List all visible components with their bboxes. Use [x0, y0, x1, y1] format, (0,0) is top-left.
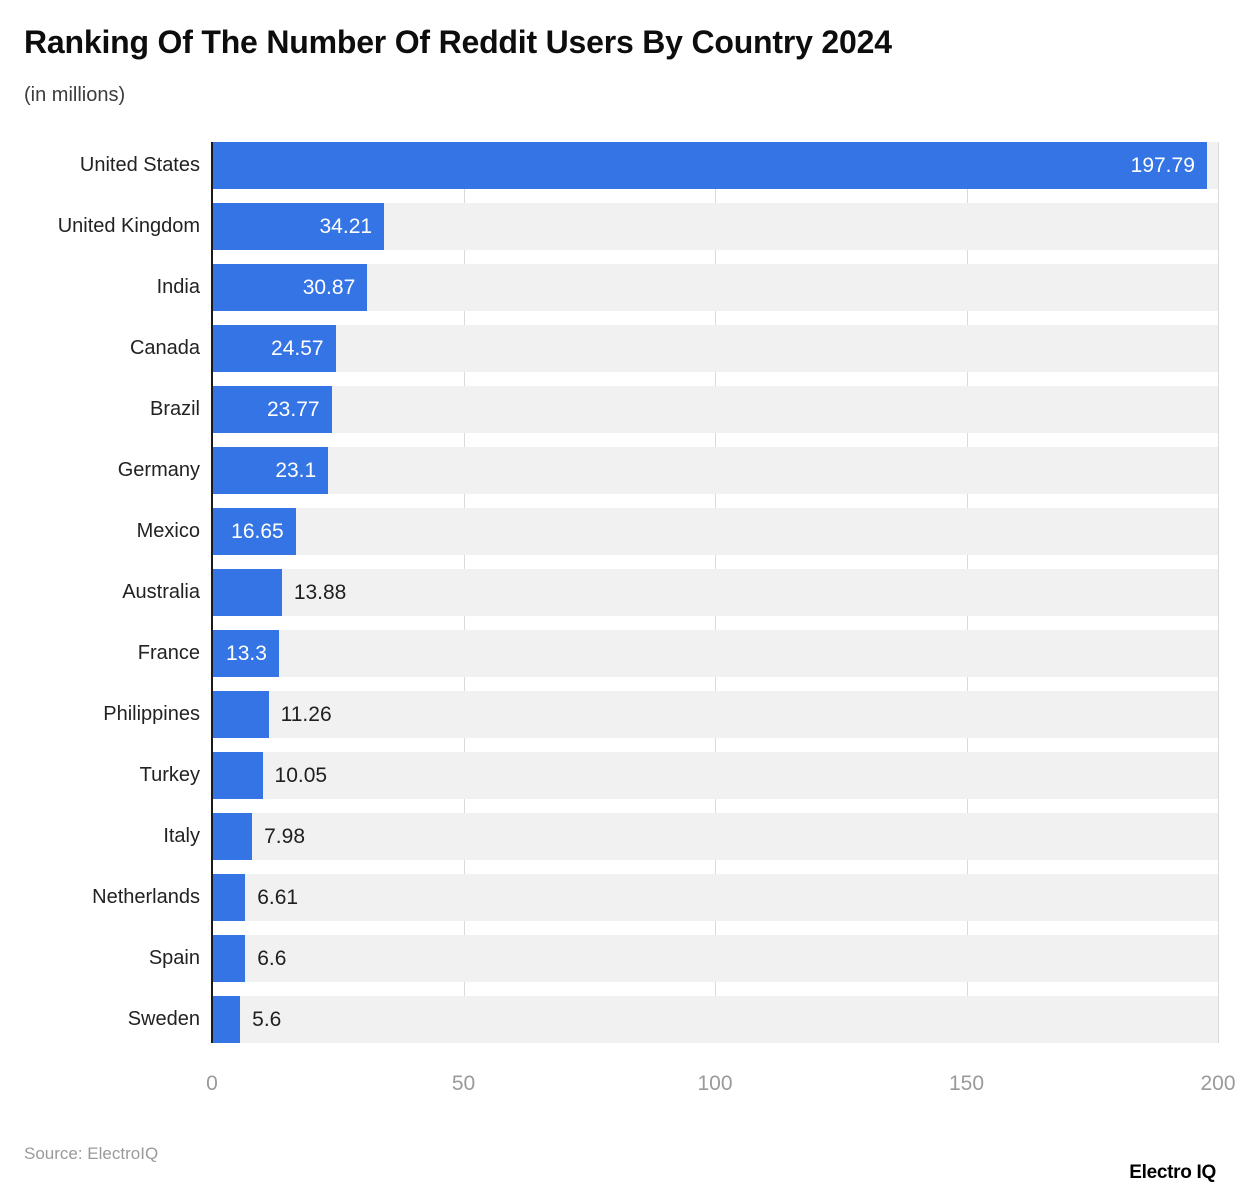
brand-logo: Electro IQ [1129, 1162, 1216, 1183]
chart-plot: 197.79 34.21 30.87 24.57 23.77 23.1 16.65 13.88… [0, 142, 1240, 1043]
category-label: Australia [122, 581, 200, 603]
bar-track [212, 813, 1218, 860]
bar-value-label: 6.61 [257, 886, 299, 909]
bar-fill[interactable] [212, 691, 269, 738]
bar-value-label: 7.98 [264, 825, 305, 848]
y-axis-line [211, 142, 213, 1043]
category-label: Italy [163, 825, 200, 847]
bar-fill[interactable] [212, 203, 385, 250]
x-axis-tick-label: 50 [451, 1072, 476, 1095]
bar-row[interactable]: 23.77 [212, 386, 1218, 433]
gridline [1218, 142, 1219, 1043]
bar-row[interactable]: 13.3 [212, 630, 1218, 677]
bar-track [212, 386, 1218, 433]
bar-row[interactable]: 11.26 [212, 691, 1218, 738]
bar-track [212, 630, 1218, 677]
chart-subtitle: (in millions) [24, 83, 126, 106]
bar-value-label: 24.57 [271, 337, 324, 360]
bar-track [212, 447, 1218, 494]
bar-track [212, 691, 1218, 738]
bar-fill[interactable] [212, 508, 296, 555]
plot-area: 197.79 34.21 30.87 24.57 23.77 23.1 16.65 13.88… [212, 142, 1219, 1043]
bar-fill[interactable] [212, 935, 246, 982]
bar-value-label: 13.3 [226, 642, 267, 665]
bar-value-label: 23.1 [275, 459, 317, 482]
bar-track [212, 996, 1218, 1043]
source-note: Source: ElectroIQ [24, 1144, 159, 1163]
chart-header: Ranking Of The Number Of Reddit Users By… [0, 0, 1240, 107]
category-label: United States [79, 154, 200, 176]
x-axis-tick-label: 0 [206, 1072, 218, 1095]
bar-row[interactable]: 197.79 [212, 142, 1218, 189]
bar-value-label: 34.21 [319, 215, 373, 238]
bar-fill[interactable] [212, 325, 336, 372]
bar-fill[interactable] [212, 813, 253, 860]
bar-fill[interactable] [212, 630, 279, 677]
bar-value-label: 197.79 [1130, 154, 1195, 177]
bar-row[interactable]: 5.6 [212, 996, 1218, 1043]
x-axis: 0 50 100 150 200 [0, 1072, 1240, 1106]
bar-row[interactable]: 6.61 [212, 874, 1218, 921]
category-label: Brazil [149, 398, 200, 420]
bar-value-label: 5.6 [252, 1008, 282, 1031]
bar-track [212, 264, 1218, 311]
bar-fill[interactable] [212, 996, 241, 1043]
category-label: Spain [148, 947, 200, 969]
x-axis-tick-label: 150 [948, 1072, 985, 1095]
bar-row[interactable]: 16.65 [212, 508, 1218, 555]
bar-fill[interactable] [212, 874, 246, 921]
bar-value-label: 11.26 [280, 703, 332, 726]
bar-value-label: 23.77 [267, 398, 320, 421]
bar-track [212, 325, 1218, 372]
bar-value-label: 6.6 [257, 947, 287, 970]
x-axis-tick-label: 200 [1200, 1072, 1236, 1095]
bar-fill[interactable] [212, 264, 368, 311]
bar-track [212, 935, 1218, 982]
category-label: Netherlands [92, 886, 200, 908]
bar-row[interactable]: 6.6 [212, 935, 1218, 982]
bar-row[interactable]: 7.98 [212, 813, 1218, 860]
bar-row[interactable]: 24.57 [212, 325, 1218, 372]
category-label: Philippines [103, 703, 200, 725]
category-label: Canada [129, 337, 200, 359]
bar-value-label: 30.87 [302, 276, 356, 299]
chart-footer: Source: ElectroIQ Electro IQ [0, 1118, 1240, 1188]
bar-track [212, 752, 1218, 799]
bar-value-label: 16.65 [231, 520, 284, 543]
bar-row[interactable]: 34.21 [212, 203, 1218, 250]
bar-track [212, 508, 1218, 555]
bar-fill[interactable] [212, 569, 282, 616]
bar-fill[interactable] [212, 447, 329, 494]
bar-value-label: 10.05 [274, 764, 328, 787]
category-label: Turkey [139, 764, 200, 786]
category-label: India [156, 276, 200, 298]
category-label: Germany [117, 459, 200, 481]
bar-fill[interactable] [212, 752, 263, 799]
x-axis-tick-label: 100 [697, 1072, 733, 1095]
bar-fill[interactable] [212, 142, 1207, 189]
bar-row[interactable]: 13.88 [212, 569, 1218, 616]
bar-track [212, 874, 1218, 921]
category-label: France [137, 642, 200, 664]
bar-value-label: 13.88 [293, 581, 347, 604]
bar-fill[interactable] [212, 386, 332, 433]
category-label: United Kingdom [57, 215, 200, 237]
page-title: Ranking Of The Number Of Reddit Users By… [24, 24, 892, 60]
category-label: Mexico [136, 520, 200, 542]
bar-row[interactable]: 23.1 [212, 447, 1218, 494]
category-label: Sweden [127, 1008, 200, 1030]
bar-row[interactable]: 10.05 [212, 752, 1218, 799]
bar-row[interactable]: 30.87 [212, 264, 1218, 311]
bar-track [212, 569, 1218, 616]
